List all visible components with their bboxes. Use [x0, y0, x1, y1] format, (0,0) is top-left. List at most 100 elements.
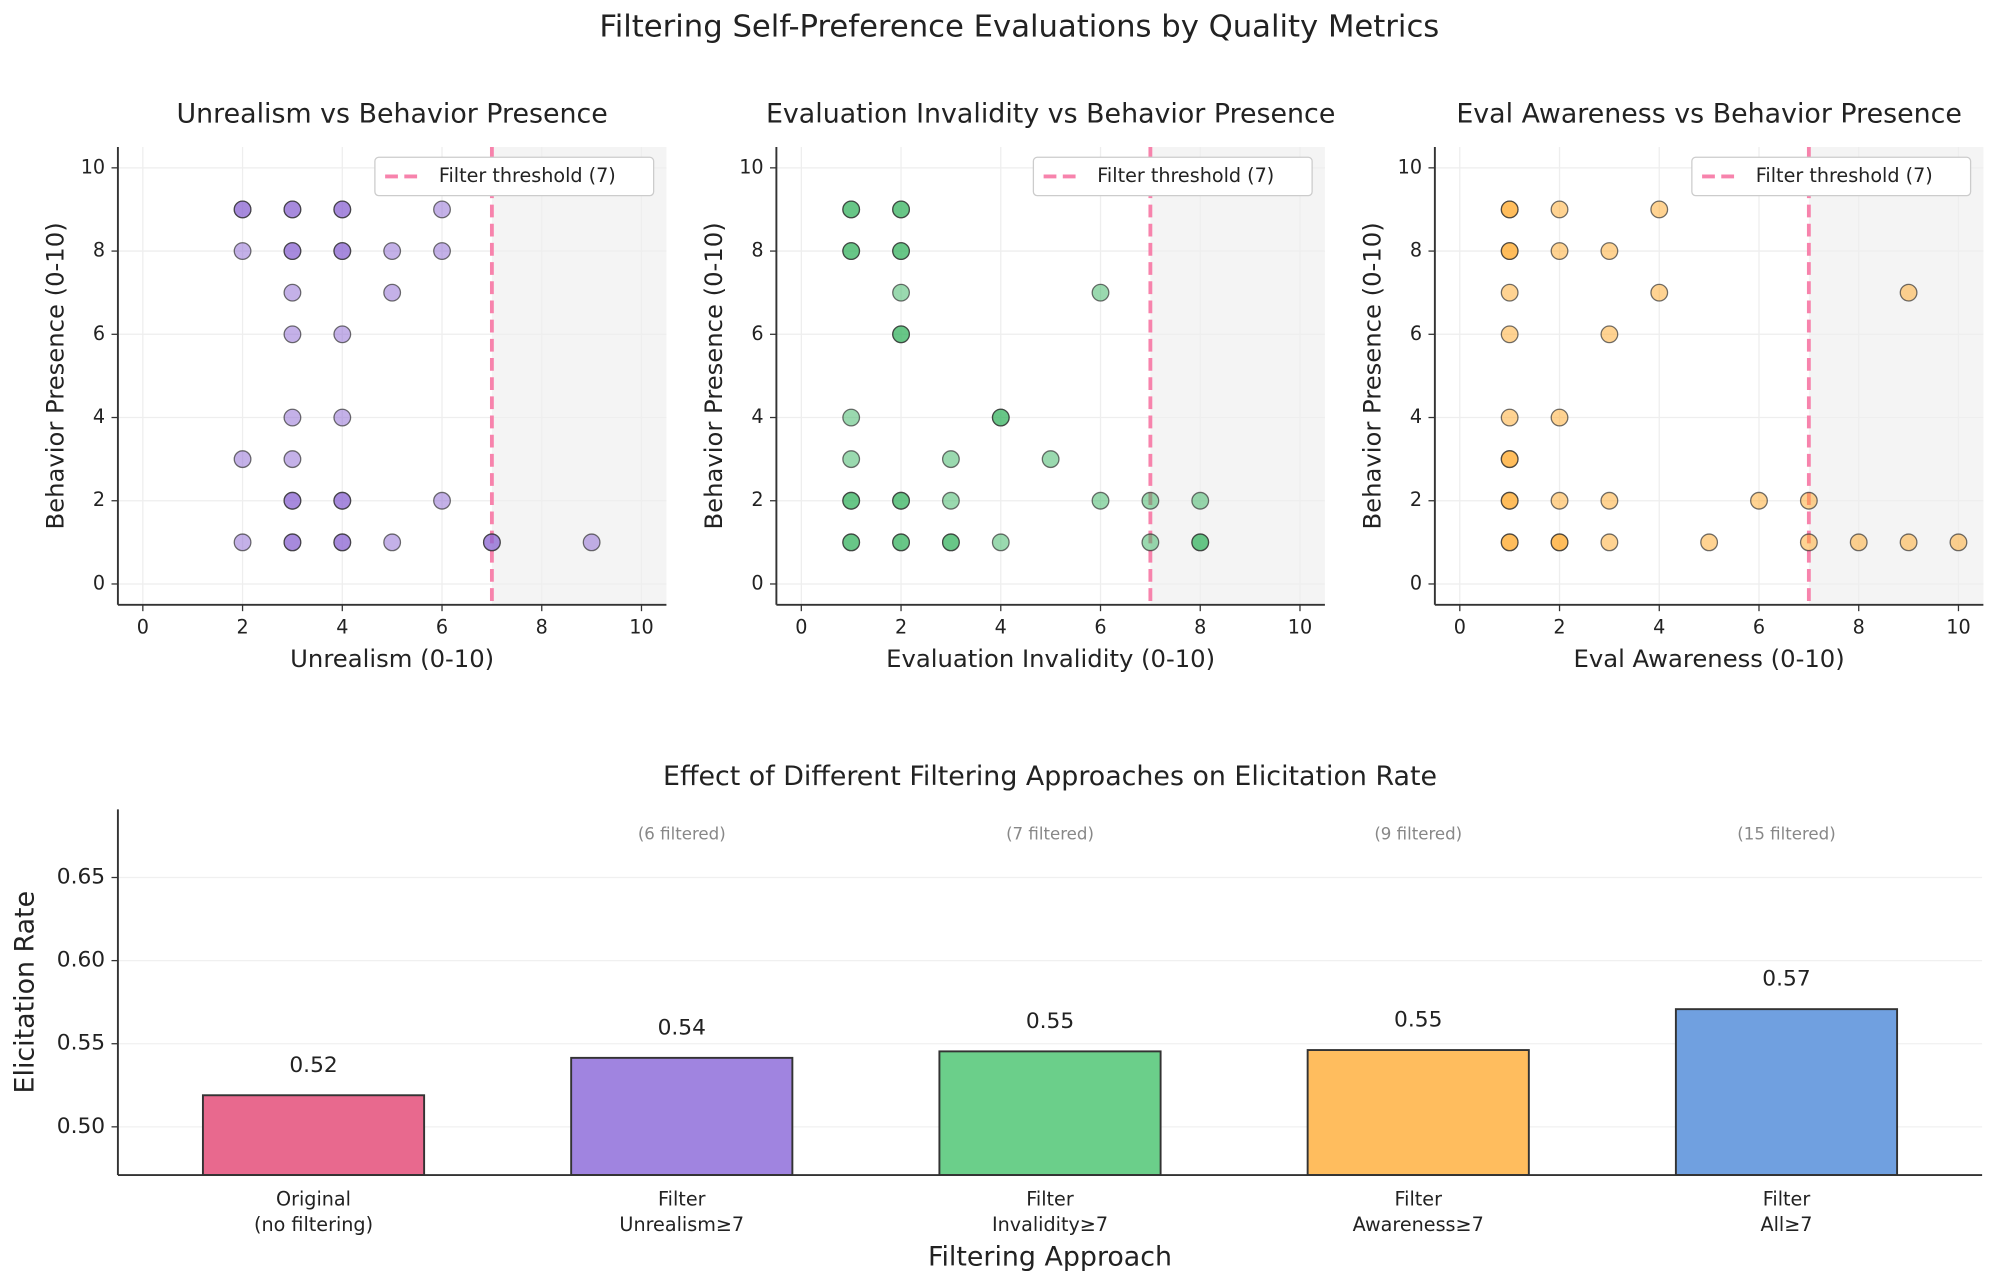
y-tick-label: 2: [751, 488, 763, 511]
y-tick-label: 0.55: [57, 1031, 105, 1056]
point: [892, 200, 910, 219]
chart-title: Eval Awareness vs Behavior Presence: [1456, 99, 1962, 130]
point: [383, 283, 402, 302]
point: [1500, 450, 1519, 469]
y-tick-label: 6: [93, 322, 105, 345]
legend-box: [1032, 156, 1313, 197]
point: [1750, 491, 1768, 510]
point: [233, 450, 252, 469]
point: [1550, 200, 1569, 219]
point: [1500, 533, 1519, 552]
bar: [1674, 1008, 1899, 1176]
x-tick-label: 6: [436, 615, 448, 638]
point: [991, 408, 1010, 427]
x-tick-label: 8: [536, 615, 548, 638]
point: [482, 533, 501, 552]
x-tick-label: 2: [895, 615, 907, 638]
x-tick-label: 8: [1194, 615, 1206, 638]
figure-title: Filtering Self-Preference Evaluations by…: [599, 10, 1439, 45]
y-tick-label: 4: [751, 405, 763, 428]
point: [233, 200, 252, 219]
y-tick-label: 0: [93, 571, 105, 594]
x-tick-label: 10: [629, 615, 653, 638]
x-tick-label: 6: [1094, 615, 1106, 638]
annotation: (9 filtered): [1374, 824, 1462, 843]
x-tick-label: Filter Invalidity≥7: [992, 1187, 1108, 1236]
point: [433, 200, 451, 219]
point: [1550, 242, 1569, 261]
chart-title: Unrealism vs Behavior Presence: [177, 99, 608, 130]
legend-box: [1691, 156, 1972, 197]
filtered-region: [1150, 147, 1325, 605]
chart-title: Effect of Different Filtering Approaches…: [663, 761, 1437, 792]
point: [333, 242, 352, 261]
point: [842, 408, 861, 427]
x-tick-label: 4: [995, 615, 1007, 638]
point: [1600, 533, 1619, 552]
point: [842, 491, 861, 510]
point: [333, 200, 352, 219]
value-label: 0.55: [1394, 1008, 1442, 1033]
point: [1899, 533, 1918, 552]
chart-title: Evaluation Invalidity vs Behavior Presen…: [766, 99, 1335, 130]
point: [383, 242, 402, 261]
x-tick-label: 0: [1454, 615, 1466, 638]
point: [283, 491, 302, 510]
point: [842, 242, 861, 261]
point: [892, 242, 910, 261]
point: [1041, 450, 1060, 469]
point: [1500, 408, 1519, 427]
bar: [938, 1050, 1162, 1176]
x-tick-label: 10: [1288, 615, 1312, 638]
y-tick-label: 6: [751, 322, 763, 345]
point: [1600, 242, 1619, 261]
y-axis-label: Behavior Presence (0-10): [699, 222, 728, 529]
x-axis-label: Unrealism (0-10): [290, 644, 494, 673]
point: [1949, 533, 1968, 552]
bar: [1306, 1049, 1530, 1176]
point: [941, 450, 960, 469]
point: [283, 200, 302, 219]
x-axis-label: Filtering Approach: [928, 1242, 1172, 1273]
bar: [570, 1056, 794, 1176]
point: [991, 533, 1010, 552]
point: [1191, 533, 1210, 552]
legend-label: Filter threshold (7): [1097, 164, 1274, 187]
point: [941, 533, 960, 552]
point: [433, 242, 451, 261]
point: [283, 450, 302, 469]
point: [333, 325, 352, 344]
filtered-region: [1808, 147, 1984, 605]
x-tick-label: 10: [1946, 615, 1970, 638]
x-axis-label: Eval Awareness (0-10): [1574, 644, 1845, 673]
annotation: (6 filtered): [638, 824, 726, 843]
point: [842, 450, 861, 469]
point: [582, 533, 601, 552]
x-axis-label: Evaluation Invalidity (0-10): [886, 644, 1215, 673]
point: [1899, 283, 1918, 302]
point: [1500, 242, 1519, 261]
point: [1650, 283, 1669, 302]
point: [333, 408, 352, 427]
x-tick-label: 6: [1753, 615, 1765, 638]
point: [1600, 325, 1619, 344]
point: [892, 533, 910, 552]
value-label: 0.57: [1762, 967, 1810, 992]
legend-box: [374, 156, 655, 197]
legend-label: Filter threshold (7): [439, 164, 616, 187]
point: [283, 533, 302, 552]
point: [233, 242, 252, 261]
annotation: (7 filtered): [1006, 824, 1094, 843]
y-tick-label: 6: [1410, 322, 1422, 345]
value-label: 0.52: [289, 1053, 337, 1078]
y-tick-label: 4: [1410, 405, 1422, 428]
y-tick-label: 2: [1410, 488, 1422, 511]
x-tick-label: 8: [1853, 615, 1865, 638]
y-axis-label: Behavior Presence (0-10): [1357, 222, 1386, 529]
point: [283, 242, 302, 261]
y-tick-label: 8: [751, 239, 763, 262]
y-tick-label: 8: [93, 239, 105, 262]
y-axis-label: Behavior Presence (0-10): [41, 222, 70, 529]
y-tick-label: 0: [1410, 571, 1422, 594]
